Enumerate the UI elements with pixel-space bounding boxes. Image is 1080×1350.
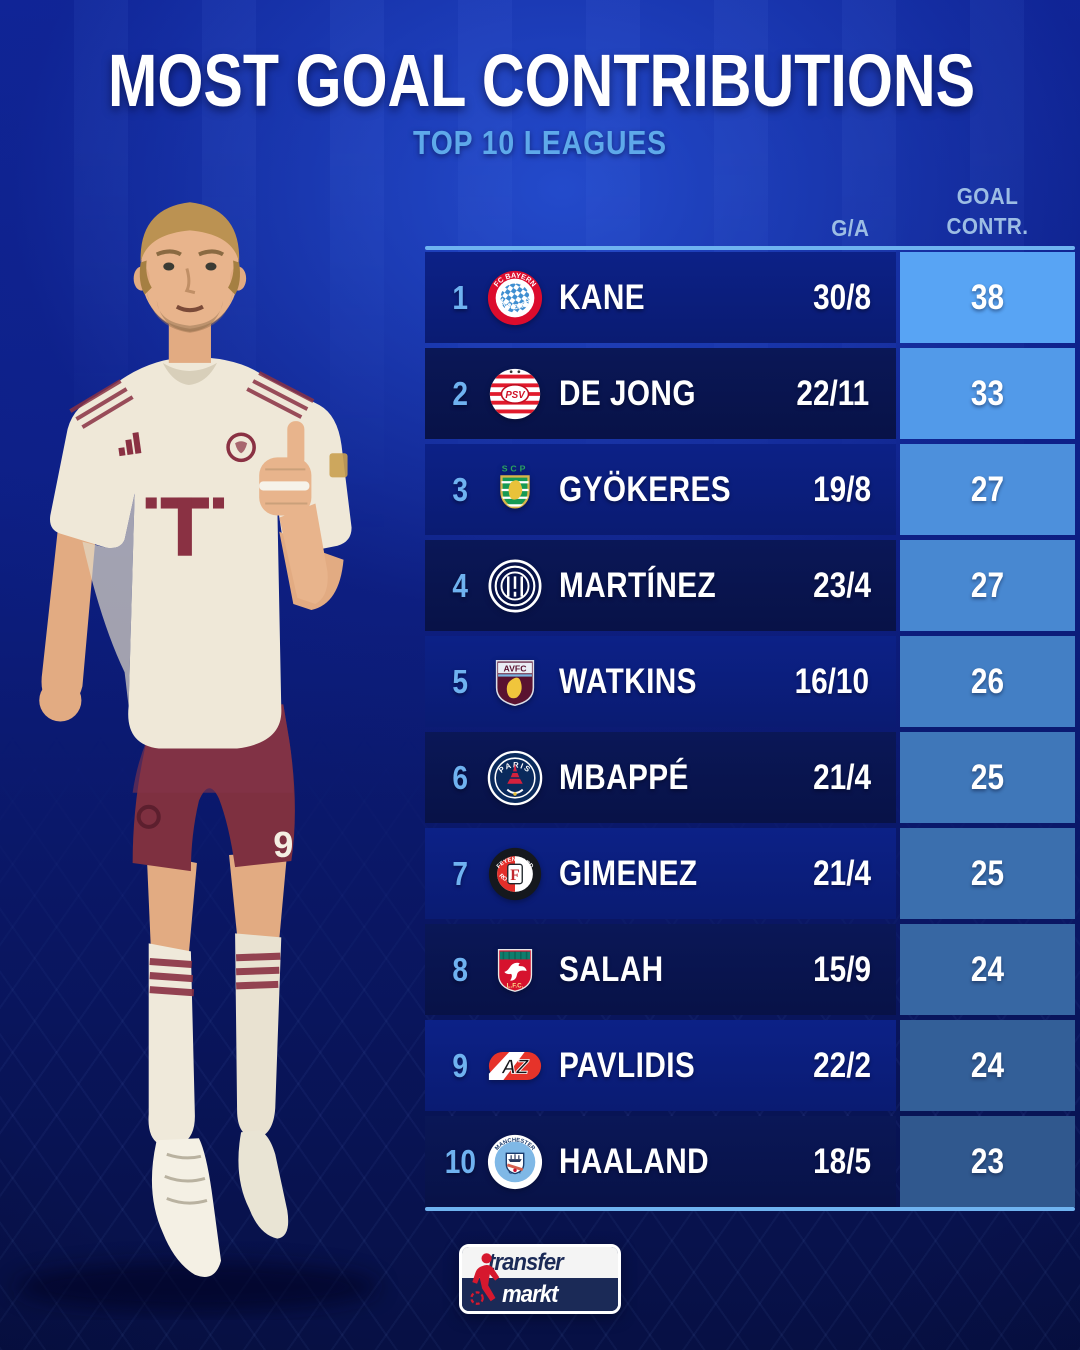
table-top-divider [425,246,1075,250]
table-bottom-divider [425,1207,1075,1211]
ga-value: 22/2 [812,1045,871,1085]
brand-player-icon [470,1253,500,1305]
goal-contr-cell: 26 [900,636,1075,727]
goal-contr-value: 38 [970,277,1005,317]
player-name: PAVLIDIS [559,1045,696,1085]
player-name: DE JONG [559,373,696,413]
table-row: 10 HAALAND 18/5 23 [425,1116,1075,1207]
column-headers: G/A GOAL CONTR. [425,182,1075,244]
rank-number: 3 [452,470,468,508]
ga-value: 21/4 [812,853,871,893]
goal-contr-value: 23 [970,1141,1005,1181]
goal-contr-value: 24 [970,1045,1005,1085]
table-row: 4 MARTÍNEZ 23/4 27 [425,540,1075,631]
brand-word-bottom: markt [502,1280,558,1308]
table-row: 1 KANE 30/8 38 [425,252,1075,343]
goal-contr-cell: 25 [900,732,1075,823]
column-header-ga: G/A [830,215,869,241]
ranking-table: 1 KANE 30/8 38 2 DE JONG 22/11 33 3 [425,252,1075,1207]
goal-contr-cell: 27 [900,540,1075,631]
rank-number: 4 [452,566,468,604]
player-name: GIMENEZ [559,853,698,893]
club-logo-liverpool [485,940,545,1000]
ga-value: 18/5 [812,1141,871,1181]
club-logo-az [485,1036,545,1096]
club-logo-psg [485,748,545,808]
table-row: 5 WATKINS 16/10 26 [425,636,1075,727]
club-logo-city [485,1132,545,1192]
goal-contr-cell: 24 [900,924,1075,1015]
page-title: MOST GOAL CONTRIBUTIONS [108,39,976,122]
column-header-goal-contr: GOAL CONTR. [946,183,1029,240]
ga-value: 16/10 [794,661,870,701]
ga-value: 22/11 [796,373,870,413]
ga-value: 30/8 [812,277,871,317]
ga-value: 19/8 [812,469,871,509]
goal-contr-value: 26 [970,661,1005,701]
table-row: 2 DE JONG 22/11 33 [425,348,1075,439]
player-name: GYÖKERES [559,469,732,509]
table-row: 6 MBAPPÉ 21/4 25 [425,732,1075,823]
goal-contr-cell: 25 [900,828,1075,919]
goal-contr-value: 33 [970,373,1005,413]
rank-number: 1 [452,278,468,316]
player-name: MARTÍNEZ [559,565,717,605]
table-row: 7 GIMENEZ 21/4 25 [425,828,1075,919]
rank-number: 10 [444,1142,476,1180]
table-row: 3 GYÖKERES 19/8 27 [425,444,1075,535]
player-name: HAALAND [559,1141,710,1181]
goal-contr-cell: 38 [900,252,1075,343]
ga-value: 15/9 [812,949,871,989]
goal-contr-value: 25 [970,853,1005,893]
goal-contr-cell: 27 [900,444,1075,535]
page-subtitle: TOP 10 LEAGUES [413,124,667,161]
club-logo-bayern [485,268,545,328]
goal-contr-cell: 33 [900,348,1075,439]
player-name: MBAPPÉ [559,757,689,797]
goal-contr-value: 25 [970,757,1005,797]
player-name: SALAH [559,949,664,989]
rank-number: 5 [452,662,468,700]
club-logo-feyenoord [485,844,545,904]
rank-number: 6 [452,758,468,796]
svg-text:9: 9 [273,824,293,865]
player-name: WATKINS [559,661,697,701]
club-logo-inter [485,556,545,616]
table-row: 9 PAVLIDIS 22/2 24 [425,1020,1075,1111]
goal-contr-cell: 23 [900,1116,1075,1207]
goal-contr-value: 27 [970,469,1005,509]
rank-number: 7 [452,854,468,892]
rank-number: 8 [452,950,468,988]
transfermarkt-logo: transfer markt [459,1244,621,1314]
ga-value: 21/4 [812,757,871,797]
ga-value: 23/4 [812,565,871,605]
player-name: KANE [559,277,646,317]
player-photo-harry-kane: 9 [14,202,380,1312]
goal-contr-cell: 24 [900,1020,1075,1111]
table-row: 8 SALAH 15/9 24 [425,924,1075,1015]
rank-number: 9 [452,1046,468,1084]
club-logo-psv [485,364,545,424]
club-logo-sporting [485,460,545,520]
goal-contr-value: 27 [970,565,1005,605]
club-logo-villa [485,652,545,712]
goal-contr-value: 24 [970,949,1005,989]
brand-word-top: transfer [488,1248,564,1276]
rank-number: 2 [452,374,468,412]
